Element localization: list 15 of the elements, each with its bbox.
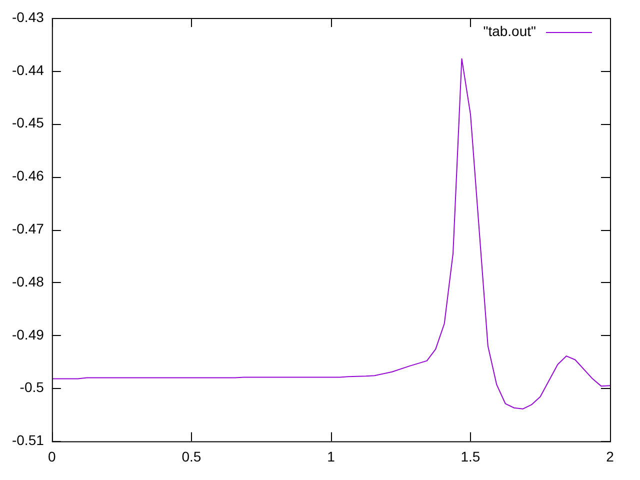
x-tick-label: 0.5 [182, 448, 202, 464]
x-tick-label: 1.5 [460, 448, 480, 464]
y-tick-label: -0.45 [12, 114, 44, 131]
y-tick-label: -0.48 [12, 273, 44, 290]
y-tick-label: -0.43 [12, 8, 44, 25]
x-tick-label: 0 [48, 448, 56, 464]
y-tick-label: -0.5 [20, 379, 44, 396]
y-tick-label: -0.49 [12, 326, 44, 342]
x-tick-label: 2 [606, 448, 614, 464]
y-tick-label: -0.51 [12, 432, 44, 448]
text: "tab.out" [483, 22, 536, 39]
y-tick-label: -0.46 [12, 168, 44, 184]
y-tick-label: -0.47 [12, 220, 44, 236]
x-tick-label: 1 [327, 448, 336, 464]
y-tick-label: -0.44 [12, 62, 44, 78]
